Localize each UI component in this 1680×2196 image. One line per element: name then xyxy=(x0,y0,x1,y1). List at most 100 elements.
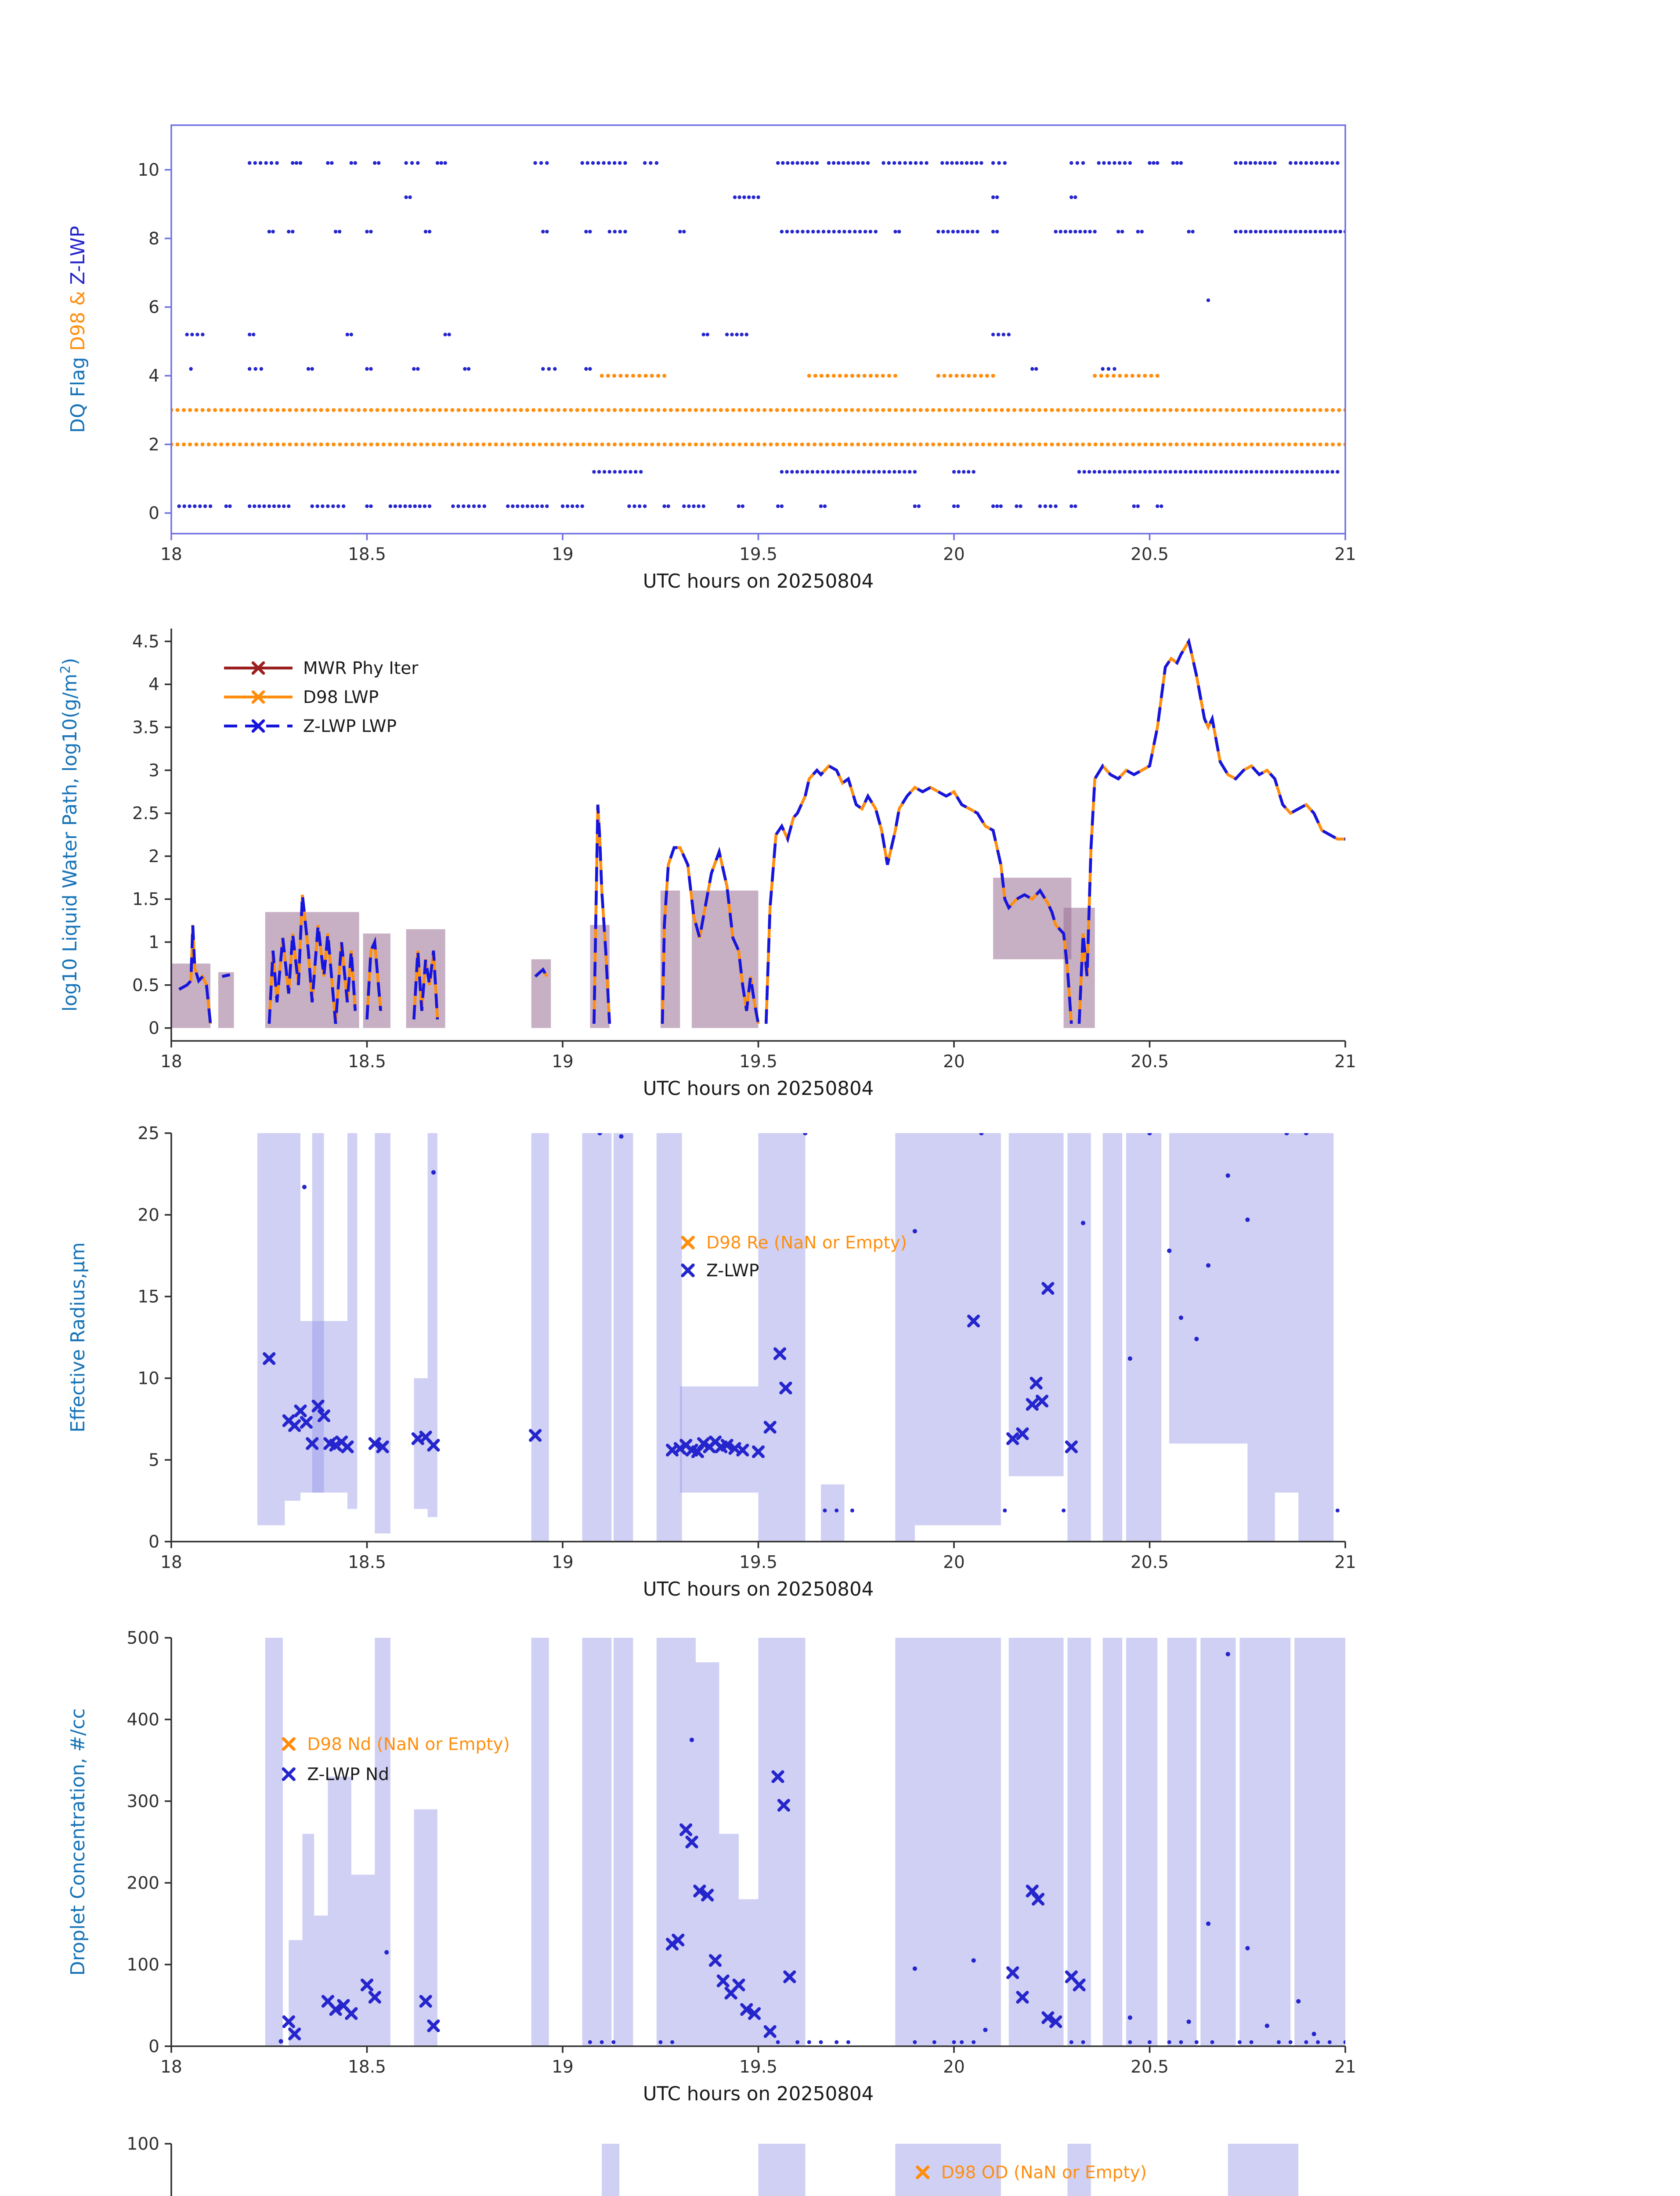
x-tick-label: 20.5 xyxy=(1131,2057,1169,2077)
y-tick-label: 3.5 xyxy=(132,718,159,737)
x-tick-label: 19 xyxy=(552,1052,574,1072)
flag-dot-row xyxy=(189,367,1116,371)
y-tick-label: 0 xyxy=(148,1532,159,1552)
flag-dot-row xyxy=(248,161,1340,165)
flag-dot-row xyxy=(177,504,1163,508)
y-tick-label: 5 xyxy=(148,1451,159,1470)
plot-area-effective-radius xyxy=(257,1133,1340,1542)
y-tick-label: 2.5 xyxy=(132,804,159,824)
x-tick-label: 19 xyxy=(552,545,574,564)
y-tick-label: 2 xyxy=(148,847,159,867)
y-tick-label: 25 xyxy=(137,1124,159,1144)
y-tick-label: 300 xyxy=(127,1792,159,1812)
flag-dot-row xyxy=(185,332,1011,336)
x-axis-label: UTC hours on 20250804 xyxy=(643,1578,874,1600)
x-tick-label: 20.5 xyxy=(1131,1553,1169,1572)
legend-label: Z-LWP LWP xyxy=(303,717,397,737)
uncertainty-bands xyxy=(257,1133,1334,1542)
legend: D98 OD (NaN or Empty)Z-LWP Nd xyxy=(916,2163,1147,2196)
x-tick-label: 18 xyxy=(160,1052,182,1072)
flag-dot-row xyxy=(171,442,1345,447)
point-dots xyxy=(278,1652,1316,2044)
x-tick-label: 21 xyxy=(1334,545,1356,564)
x-tick-label: 18.5 xyxy=(348,1553,386,1572)
y-tick-label: 8 xyxy=(148,229,159,249)
x-tick-label: 21 xyxy=(1334,1052,1356,1072)
y-axis: 0 100 200 300 400 500 xyxy=(127,1629,171,2057)
y-tick-label: 4 xyxy=(148,675,159,695)
x-axis-label: UTC hours on 20250804 xyxy=(643,571,874,592)
legend-label: D98 Re (NaN or Empty) xyxy=(706,1233,907,1253)
plot-area-lwp xyxy=(171,637,1345,1028)
x-axis-label: UTC hours on 20250804 xyxy=(643,2083,874,2105)
y-tick-label: 0 xyxy=(148,2037,159,2057)
x-tick-label: 19.5 xyxy=(739,1052,777,1072)
x-tick-label: 19 xyxy=(552,1553,574,1572)
flag-dot-row xyxy=(171,408,1345,412)
y-tick-label: 4 xyxy=(148,366,159,386)
x-tick-label: 20.5 xyxy=(1131,1052,1169,1072)
legend-label: Z-LWP xyxy=(706,1261,759,1281)
x-markers xyxy=(282,1770,1086,2041)
y-tick-label: 200 xyxy=(127,1874,159,1893)
uncertainty-bands xyxy=(602,2144,1299,2196)
y-tick-label: 4.5 xyxy=(132,632,159,652)
y-tick-label: 100 xyxy=(127,1955,159,1975)
legend-label: D98 LWP xyxy=(303,688,379,708)
y-axis: 0 2 4 6 8 10 xyxy=(137,160,171,524)
x-tick-label: 20.5 xyxy=(1131,545,1169,564)
lwp-curve xyxy=(178,637,1345,1024)
y-axis-label: DQ Flag D98 & Z-LWP xyxy=(67,226,89,433)
x-axis: 18 18.5 19 19.5 20 20.5 21 UTC hours on 2025080… xyxy=(160,534,1356,592)
y-tick-label: 1.5 xyxy=(132,890,159,910)
plot-area-optical-depth xyxy=(602,2144,1299,2196)
x-axis: 18 18.5 19 19.5 20 20.5 21 UTC hours on 2025080… xyxy=(160,2046,1356,2105)
y-tick-label: 0 xyxy=(148,504,159,524)
x-tick-label: 21 xyxy=(1334,1553,1356,1572)
panel-effective-radius: 18 18.5 19 19.5 20 20.5 21 UTC hours on 2025080… xyxy=(67,1124,1356,1601)
x-axis: 18 18.5 19 19.5 20 20.5 21 UTC hours on 2025080… xyxy=(160,1041,1356,1100)
x-markers xyxy=(263,1282,1078,1458)
point-dots xyxy=(302,1133,1308,1361)
plot-area-droplet-concentration xyxy=(265,1638,1345,2046)
y-tick-label: 0.5 xyxy=(132,975,159,995)
legend-label: MWR Phy Iter xyxy=(303,659,419,679)
x-tick-label: 20 xyxy=(943,2057,965,2077)
y-axis-label: Effective Radius,μm xyxy=(67,1242,89,1432)
x-tick-label: 21 xyxy=(1334,2057,1356,2077)
x-tick-label: 19.5 xyxy=(739,1553,777,1572)
y-tick-label: 100 xyxy=(127,2135,159,2154)
legend: D98 Nd (NaN or Empty) Z-LWP Nd xyxy=(282,1734,510,1784)
flag-dot-row xyxy=(600,374,1160,378)
flag-dot-row xyxy=(404,195,1077,199)
y-tick-label: 15 xyxy=(137,1287,159,1307)
legend: MWR Phy Iter D98 LWP Z-LWP LWP xyxy=(224,659,419,737)
x-tick-label: 19.5 xyxy=(739,2057,777,2077)
uncertainty-bands xyxy=(265,1638,1345,2046)
x-axis-label: UTC hours on 20250804 xyxy=(643,1078,874,1100)
panel-droplet-concentration: 18 18.5 19 19.5 20 20.5 21 UTC hours on 2025080… xyxy=(67,1629,1356,2106)
y-tick-label: 500 xyxy=(127,1629,159,1648)
x-tick-label: 20 xyxy=(943,1052,965,1072)
x-tick-label: 19.5 xyxy=(739,545,777,564)
legend-label: D98 Nd (NaN or Empty) xyxy=(307,1734,510,1754)
y-axis-label: log10 Liquid Water Path, log10(g/m2) xyxy=(58,658,81,1012)
y-tick-label: 10 xyxy=(137,1369,159,1389)
flag-dot-row xyxy=(1206,298,1210,302)
y-tick-label: 1 xyxy=(148,933,159,953)
baseline-dots xyxy=(823,1508,1340,1513)
x-tick-label: 18.5 xyxy=(348,545,386,564)
y-tick-label: 3 xyxy=(148,761,159,780)
plot-area-dq-flag xyxy=(171,161,1345,508)
y-tick-label: 10 xyxy=(137,160,159,180)
y-tick-label: 0 xyxy=(148,1019,159,1038)
legend: D98 Re (NaN or Empty) Z-LWP xyxy=(681,1233,907,1281)
x-tick-label: 18.5 xyxy=(348,2057,386,2077)
x-tick-label: 18 xyxy=(160,1553,182,1572)
